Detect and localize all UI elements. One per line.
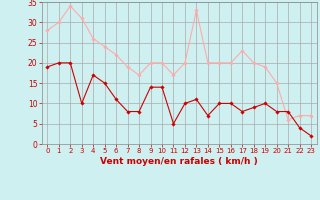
X-axis label: Vent moyen/en rafales ( km/h ): Vent moyen/en rafales ( km/h ) — [100, 157, 258, 166]
